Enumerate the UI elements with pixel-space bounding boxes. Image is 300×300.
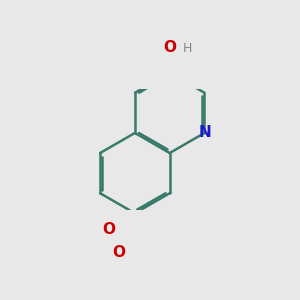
Text: O: O: [112, 245, 125, 260]
Text: H: H: [183, 42, 192, 55]
Text: O: O: [163, 40, 176, 55]
Text: O: O: [103, 222, 116, 237]
Text: N: N: [199, 125, 212, 140]
